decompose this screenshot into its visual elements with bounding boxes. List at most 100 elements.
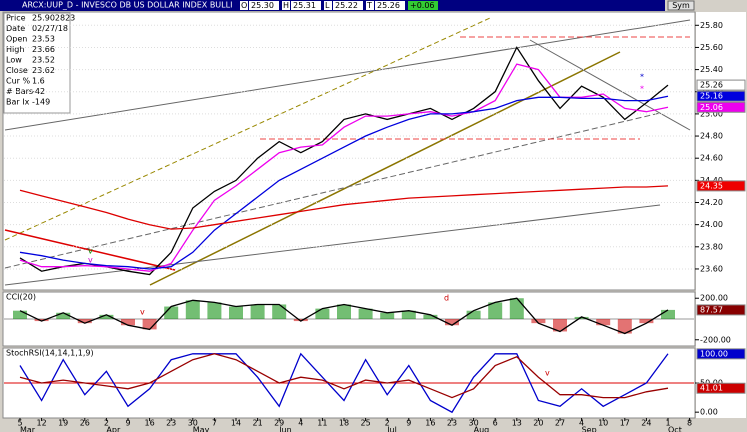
- info-value: 1.6: [32, 77, 45, 86]
- header-field-label: H: [283, 1, 289, 10]
- x-tick-label: 10: [598, 419, 608, 428]
- annotation: v: [140, 308, 145, 317]
- y-tick-label: 200.00: [700, 294, 728, 303]
- x-tick-label: 7: [212, 419, 217, 428]
- last-value-label: 25.26: [700, 81, 723, 90]
- bar: [358, 308, 373, 319]
- bar: [142, 319, 157, 330]
- x-tick-label: 23: [447, 419, 457, 428]
- last-value-box: [696, 180, 746, 192]
- last-value-box: [696, 304, 746, 316]
- header-field-box: [324, 1, 332, 10]
- header-field-value: 25.31: [293, 1, 316, 10]
- bar: [466, 310, 481, 319]
- x-tick-label: 6: [493, 419, 498, 428]
- series-line: [19, 46, 669, 276]
- info-label: Open: [6, 35, 27, 44]
- series-line: [19, 297, 669, 335]
- x-tick-label: 16: [425, 419, 435, 428]
- bar: [272, 304, 287, 319]
- header-field-box: [282, 1, 290, 10]
- y-tick-label: 25.60: [700, 43, 723, 52]
- bar: [34, 319, 49, 322]
- chart: 200.00 -200.00 CCI(20) 87.57: [4, 293, 746, 344]
- bar: [56, 312, 71, 319]
- header-field-box: [333, 1, 363, 10]
- bar: [661, 309, 675, 319]
- y-tick-label: 25.80: [700, 21, 723, 30]
- y-tick-label: 23.60: [700, 264, 723, 273]
- x-tick-label: 25: [361, 419, 371, 428]
- last-value-label: 25.06: [700, 103, 723, 112]
- header-field-label: O: [241, 1, 247, 10]
- price-panel: [2, 11, 696, 291]
- info-label: Bar Ix: [6, 98, 30, 107]
- annotation: v: [88, 247, 93, 256]
- bar: [531, 319, 546, 324]
- bar: [77, 319, 92, 324]
- bar: [617, 319, 632, 334]
- info-value: 23.62: [32, 66, 55, 75]
- x-tick-label: 1: [665, 419, 670, 428]
- series-line: [19, 95, 669, 270]
- last-value-box: [696, 101, 746, 113]
- annotation: *: [640, 85, 644, 94]
- last-value-box: [696, 90, 746, 102]
- x-tick-label: 20: [533, 419, 543, 428]
- annotation: v: [545, 369, 550, 378]
- series-line: [19, 352, 669, 414]
- header-field-label: T: [366, 1, 372, 10]
- month-label: Sep: [582, 426, 597, 432]
- x-tick-label: 12: [37, 419, 47, 428]
- bar: [99, 314, 114, 319]
- info-box: [3, 12, 71, 114]
- info-value: 23.52: [32, 56, 55, 65]
- y-tick-label: 25.40: [700, 65, 723, 74]
- x-tick-label: 26: [80, 419, 90, 428]
- bar: [401, 310, 416, 319]
- bar: [423, 314, 438, 319]
- last-value-box: [696, 348, 746, 360]
- x-tick-label: 11: [317, 419, 327, 428]
- bar: [639, 319, 654, 324]
- x-tick-label: 4: [298, 419, 303, 428]
- bar: [315, 308, 330, 319]
- bar: [164, 306, 179, 319]
- x-tick-label: 2: [104, 419, 109, 428]
- info-label: Date: [6, 24, 25, 33]
- sym-button[interactable]: [667, 0, 695, 11]
- bar: [445, 319, 459, 326]
- bar: [293, 319, 308, 322]
- last-value-label: 25.16: [700, 92, 723, 101]
- y-tick-label: 23.80: [700, 242, 723, 251]
- x-tick-label: 5: [17, 419, 22, 428]
- trend-line: [149, 51, 621, 286]
- header-field-box: [375, 1, 405, 10]
- y-tick-label: 24.40: [700, 176, 723, 185]
- last-value-box: [696, 79, 746, 91]
- month-label: Apr: [106, 426, 121, 432]
- x-tick-label: 17: [620, 419, 630, 428]
- sym-label[interactable]: Sym: [672, 1, 690, 10]
- x-tick-label: 9: [406, 419, 411, 428]
- info-label: Cur %: [6, 77, 30, 86]
- bar: [250, 304, 265, 319]
- last-value-label: 87.57: [700, 305, 723, 314]
- x-tick-label: 4: [579, 419, 584, 428]
- info-value: -149: [32, 98, 50, 107]
- bar: [13, 310, 27, 319]
- info-label: Price: [6, 14, 26, 23]
- bar: [509, 298, 524, 319]
- month-label: Jun: [278, 426, 292, 432]
- x-tick-label: 14: [231, 419, 241, 428]
- panel-title: StochRSI(14,14,1,1,9): [6, 349, 94, 358]
- x-tick-label: 30: [469, 419, 479, 428]
- x-tick-label: 2: [385, 419, 390, 428]
- chart: 23.60 23.80 24.00 24.20 24.40 24.60 24.80 25.00…: [4, 21, 746, 276]
- y-tick-label: -200.00: [700, 335, 731, 344]
- info-value: 23.66: [32, 45, 55, 54]
- x-tick-label: 13: [512, 419, 522, 428]
- bar: [121, 319, 135, 326]
- header-field-box: [291, 1, 321, 10]
